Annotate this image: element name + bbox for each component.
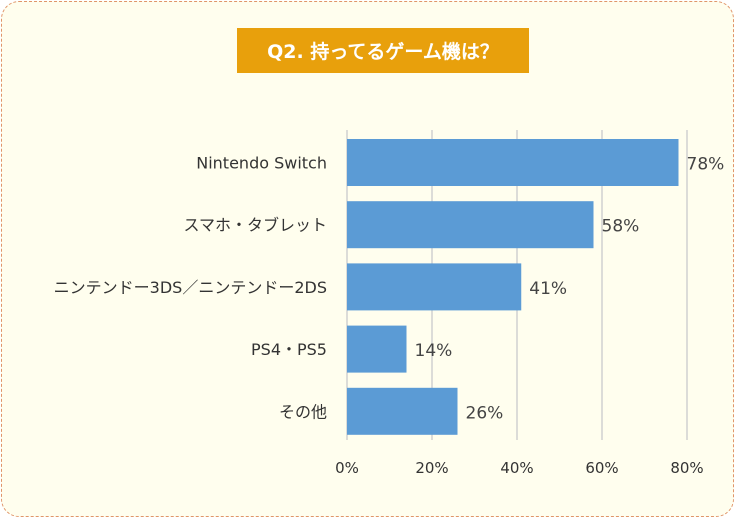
bar xyxy=(347,139,679,186)
category-label: ニンテンドー3DS／ニンテンドー2DS xyxy=(54,278,327,297)
x-tick-label: 80% xyxy=(670,459,703,477)
x-tick-label: 40% xyxy=(500,459,533,477)
category-label: PS4・PS5 xyxy=(251,340,327,359)
bar xyxy=(347,263,522,311)
bar xyxy=(347,387,458,435)
data-label: 14% xyxy=(415,341,453,361)
category-label: スマホ・タブレット xyxy=(183,216,327,235)
category-label: その他 xyxy=(279,402,327,421)
bar xyxy=(347,325,407,373)
data-label: 58% xyxy=(602,217,640,237)
data-label: 26% xyxy=(466,403,504,423)
category-label: Nintendo Switch xyxy=(196,154,327,173)
x-tick-label: 60% xyxy=(585,459,618,477)
chart-title: Q2. 持ってるゲーム機は？ xyxy=(237,28,529,73)
x-tick-label: 0% xyxy=(335,459,359,477)
bar xyxy=(347,201,594,249)
x-tick-label: 20% xyxy=(415,459,448,477)
data-label: 41% xyxy=(529,279,567,299)
data-label: 78% xyxy=(687,155,725,175)
